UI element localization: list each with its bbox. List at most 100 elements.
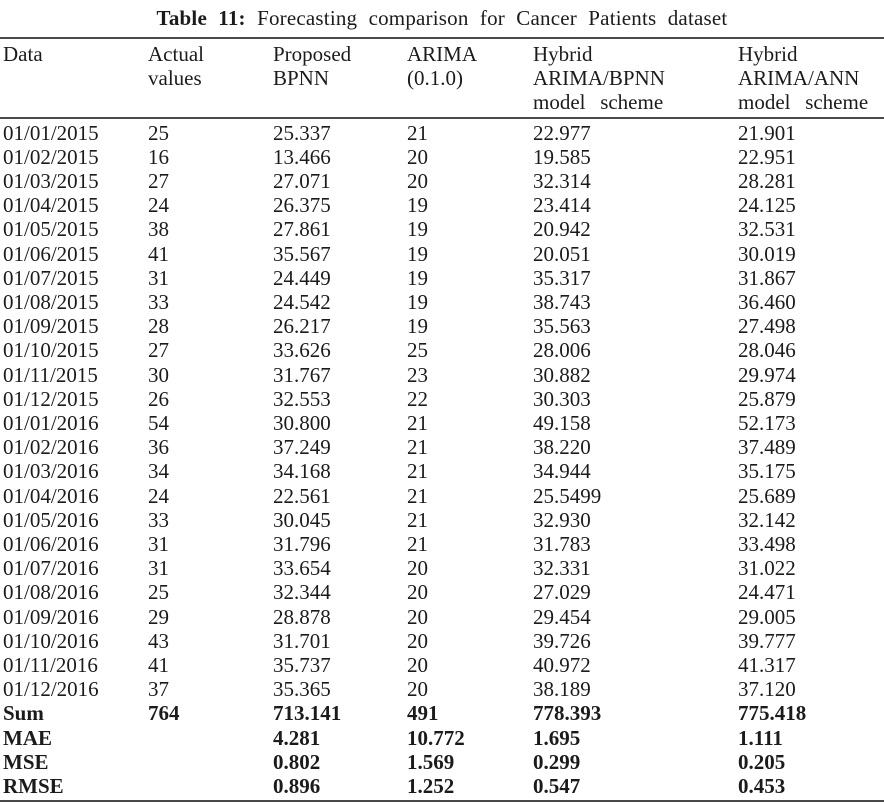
table-cell: 25 <box>407 338 428 363</box>
table-cell: 26.217 <box>273 314 331 339</box>
table-cell: 31 <box>148 556 169 581</box>
table-cell <box>148 774 273 801</box>
table-cell: 32.314 <box>533 169 591 194</box>
table-row: 01/05/2016 33 30.045 21 32.930 32.142 <box>0 508 884 532</box>
table-cell: 20 <box>407 653 428 678</box>
table-cell: 26 <box>148 386 169 411</box>
table-cell: 35.567 <box>273 241 331 266</box>
table-row: 01/07/2016 31 33.654 20 32.331 31.022 <box>0 556 884 580</box>
table-row: 01/05/2015 38 27.861 19 20.942 32.531 <box>0 217 884 241</box>
table-cell: 41.317 <box>738 653 796 678</box>
table-cell: 29 <box>148 604 169 629</box>
table-cell: 22.977 <box>533 120 591 145</box>
table-cell: 25.689 <box>738 483 796 508</box>
table-cell: 27.029 <box>533 580 591 605</box>
table-cell: 0.896 <box>273 774 321 799</box>
table-cell: 38.743 <box>533 290 591 315</box>
table-header: Data Actual values Proposed BPNN ARIMA (0.1… <box>0 38 884 118</box>
table-cell: MAE <box>3 725 52 750</box>
table-cell: 28 <box>148 314 169 339</box>
table-cell: 25.879 <box>738 386 796 411</box>
column-header: Proposed BPNN <box>273 42 352 91</box>
table-cell: 35.365 <box>273 677 331 702</box>
table-cell: 1.569 <box>407 749 455 774</box>
table-cell: 33 <box>148 290 169 315</box>
table-cell: 13.466 <box>273 144 331 169</box>
table-cell: 01/06/2016 <box>3 532 99 557</box>
table-cell: 713.141 <box>273 701 342 726</box>
table-cell: 01/12/2015 <box>3 386 99 411</box>
table-cell: 33.654 <box>273 556 331 581</box>
table-cell: 54 <box>148 411 169 436</box>
table-cell: 19 <box>407 241 428 266</box>
table-cell: 24.471 <box>738 580 796 605</box>
table-cell: 49.158 <box>533 411 591 436</box>
table-cell: 30.019 <box>738 241 796 266</box>
table-cell: 28.006 <box>533 338 591 363</box>
table-cell: 27 <box>148 338 169 363</box>
table-cell: 36 <box>148 435 169 460</box>
table-row: 01/01/2016 54 30.800 21 49.158 52.173 <box>0 411 884 435</box>
table-cell: 33.498 <box>738 532 796 557</box>
table-caption-text: Forecasting comparison for Cancer Patien… <box>257 6 728 30</box>
table-cell: 35.563 <box>533 314 591 339</box>
table-cell: 21 <box>407 532 428 557</box>
table-cell: 43 <box>148 628 169 653</box>
table-cell <box>148 750 273 774</box>
table-row: 01/03/2015 27 27.071 20 32.314 28.281 <box>0 169 884 193</box>
table-cell: 20 <box>407 604 428 629</box>
table-cell: 39.726 <box>533 628 591 653</box>
table-row: 01/01/2015 25 25.337 21 22.977 21.901 <box>0 118 884 145</box>
table-cell: 31.867 <box>738 265 796 290</box>
table-cell: 01/07/2016 <box>3 556 99 581</box>
table-cell: 34.168 <box>273 459 331 484</box>
table-cell: 10.772 <box>407 725 465 750</box>
table-cell: 31.783 <box>533 532 591 557</box>
table-cell: 32.344 <box>273 580 331 605</box>
table-cell: 01/08/2015 <box>3 290 99 315</box>
table-cell: 31.767 <box>273 362 331 387</box>
table-cell: 33 <box>148 507 169 532</box>
table-row: 01/07/2015 31 24.449 19 35.317 31.867 <box>0 266 884 290</box>
table-cell: 0.299 <box>533 749 581 774</box>
table-cell: 28.281 <box>738 169 796 194</box>
table-header-row: Data Actual values Proposed BPNN ARIMA (0.1… <box>0 38 884 118</box>
table-cell: 01/03/2015 <box>3 169 99 194</box>
table-cell: 24 <box>148 483 169 508</box>
table-cell: 23 <box>407 362 428 387</box>
table-cell: 19 <box>407 290 428 315</box>
table-cell: 30.303 <box>533 386 591 411</box>
table-row: 01/10/2016 43 31.701 20 39.726 39.777 <box>0 629 884 653</box>
table-cell: 20 <box>407 677 428 702</box>
table-cell: 31.022 <box>738 556 796 581</box>
table-row: 01/10/2015 27 33.626 25 28.006 28.046 <box>0 338 884 362</box>
table-row: 01/04/2015 24 26.375 19 23.414 24.125 <box>0 193 884 217</box>
table-cell: 38 <box>148 217 169 242</box>
table-cell: 20.942 <box>533 217 591 242</box>
table-cell: 21 <box>407 483 428 508</box>
column-header: Hybrid ARIMA/BPNN model scheme <box>533 42 665 115</box>
table-cell: 27.071 <box>273 169 331 194</box>
table-cell: 36.460 <box>738 290 796 315</box>
summary-row: MAE 4.281 10.772 1.695 1.111 <box>0 726 884 750</box>
table-cell: 16 <box>148 144 169 169</box>
table-cell: 1.695 <box>533 725 581 750</box>
table-cell: 26.375 <box>273 193 331 218</box>
table-cell: 37.489 <box>738 435 796 460</box>
table-cell: 29.974 <box>738 362 796 387</box>
table-cell: 35.317 <box>533 265 591 290</box>
table-cell: 21 <box>407 120 428 145</box>
table-cell: 32.553 <box>273 386 331 411</box>
table-cell: 24.449 <box>273 265 331 290</box>
table-cell: 39.777 <box>738 628 796 653</box>
table-cell: 01/06/2015 <box>3 241 99 266</box>
table-row: 01/03/2016 34 34.168 21 34.944 35.175 <box>0 459 884 483</box>
table-cell: 41 <box>148 241 169 266</box>
table-cell: 30.045 <box>273 507 331 532</box>
column-header: ARIMA (0.1.0) <box>407 42 478 91</box>
table-cell: 19.585 <box>533 144 591 169</box>
table-cell: 23.414 <box>533 193 591 218</box>
table-cell: 01/05/2016 <box>3 507 99 532</box>
table-cell: 21 <box>407 411 428 436</box>
